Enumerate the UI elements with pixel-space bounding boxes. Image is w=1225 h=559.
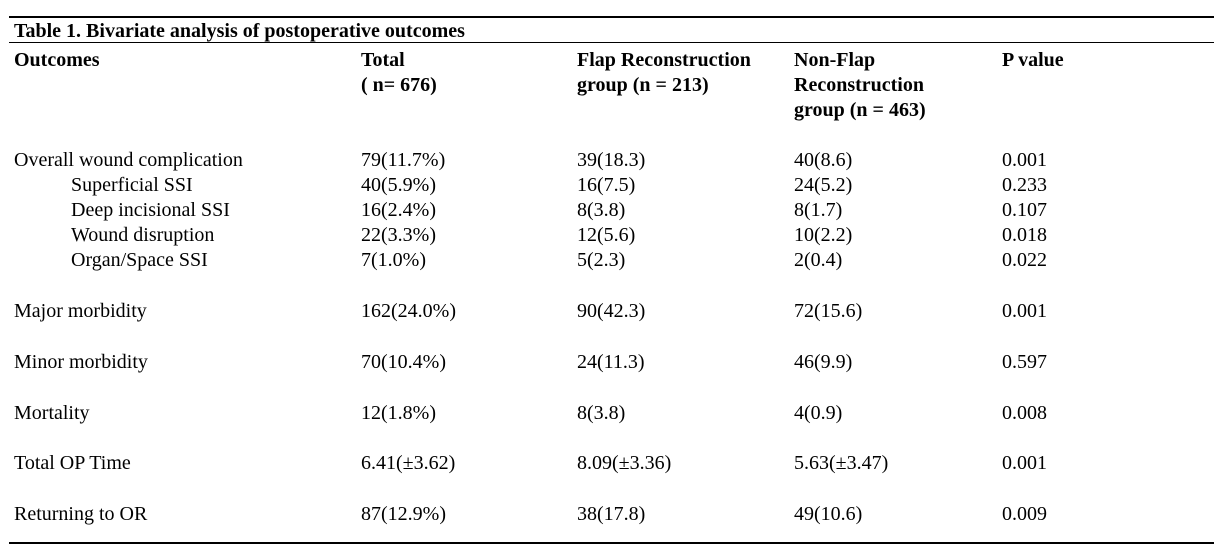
row-flap: 8(3.8) — [577, 402, 626, 424]
table-caption: Table 1. Bivariate analysis of postopera… — [14, 20, 465, 42]
row-outcome: Deep incisional SSI — [71, 199, 230, 221]
row-total: 70(10.4%) — [361, 351, 446, 373]
row-outcome: Wound disruption — [71, 224, 215, 246]
row-flap: 38(17.8) — [577, 503, 646, 525]
row-total: 22(3.3%) — [361, 224, 436, 246]
row-nonflap: 8(1.7) — [794, 199, 843, 221]
row-flap: 5(2.3) — [577, 249, 626, 271]
row-nonflap: 2(0.4) — [794, 249, 843, 271]
header-total-line2: ( n= 676) — [361, 74, 437, 96]
row-outcome: Overall wound complication — [14, 149, 243, 171]
row-flap: 12(5.6) — [577, 224, 636, 246]
header-flap-line1: Flap Reconstruction — [577, 49, 751, 71]
row-pvalue: 0.009 — [1002, 503, 1047, 525]
row-outcome: Major morbidity — [14, 300, 147, 322]
row-total: 7(1.0%) — [361, 249, 426, 271]
row-total: 87(12.9%) — [361, 503, 446, 525]
row-nonflap: 72(15.6) — [794, 300, 863, 322]
row-outcome: Organ/Space SSI — [71, 249, 208, 271]
row-pvalue: 0.597 — [1002, 351, 1047, 373]
header-nonflap-line1: Non-Flap — [794, 49, 876, 71]
row-total: 6.41(±3.62) — [361, 452, 456, 474]
caption-rule — [9, 42, 1214, 43]
row-nonflap: 10(2.2) — [794, 224, 853, 246]
row-total: 16(2.4%) — [361, 199, 436, 221]
row-pvalue: 0.008 — [1002, 402, 1047, 424]
header-nonflap-line2: Reconstruction — [794, 74, 924, 96]
row-pvalue: 0.001 — [1002, 300, 1047, 322]
row-pvalue: 0.022 — [1002, 249, 1047, 271]
header-total-line1: Total — [361, 49, 405, 71]
row-flap: 90(42.3) — [577, 300, 646, 322]
row-pvalue: 0.233 — [1002, 174, 1047, 196]
row-pvalue: 0.001 — [1002, 452, 1047, 474]
row-total: 40(5.9%) — [361, 174, 436, 196]
row-nonflap: 46(9.9) — [794, 351, 853, 373]
header-flap-line2: group (n = 213) — [577, 74, 709, 96]
row-total: 79(11.7%) — [361, 149, 446, 171]
row-pvalue: 0.001 — [1002, 149, 1047, 171]
row-nonflap: 40(8.6) — [794, 149, 853, 171]
row-nonflap: 4(0.9) — [794, 402, 843, 424]
row-total: 162(24.0%) — [361, 300, 456, 322]
row-flap: 39(18.3) — [577, 149, 646, 171]
row-flap: 8(3.8) — [577, 199, 626, 221]
header-nonflap-line3: group (n = 463) — [794, 99, 926, 121]
row-outcome: Total OP Time — [14, 452, 131, 474]
table-bottom-rule — [9, 542, 1214, 544]
row-outcome: Minor morbidity — [14, 351, 148, 373]
table-top-rule — [9, 16, 1214, 18]
row-outcome: Returning to OR — [14, 503, 148, 525]
row-nonflap: 49(10.6) — [794, 503, 863, 525]
header-pvalue: P value — [1002, 49, 1064, 71]
row-pvalue: 0.018 — [1002, 224, 1047, 246]
header-outcomes: Outcomes — [14, 49, 100, 71]
row-outcome: Superficial SSI — [71, 174, 193, 196]
row-nonflap: 24(5.2) — [794, 174, 853, 196]
row-flap: 24(11.3) — [577, 351, 645, 373]
row-pvalue: 0.107 — [1002, 199, 1047, 221]
row-flap: 8.09(±3.36) — [577, 452, 672, 474]
row-flap: 16(7.5) — [577, 174, 636, 196]
row-outcome: Mortality — [14, 402, 90, 424]
row-nonflap: 5.63(±3.47) — [794, 452, 889, 474]
row-total: 12(1.8%) — [361, 402, 436, 424]
